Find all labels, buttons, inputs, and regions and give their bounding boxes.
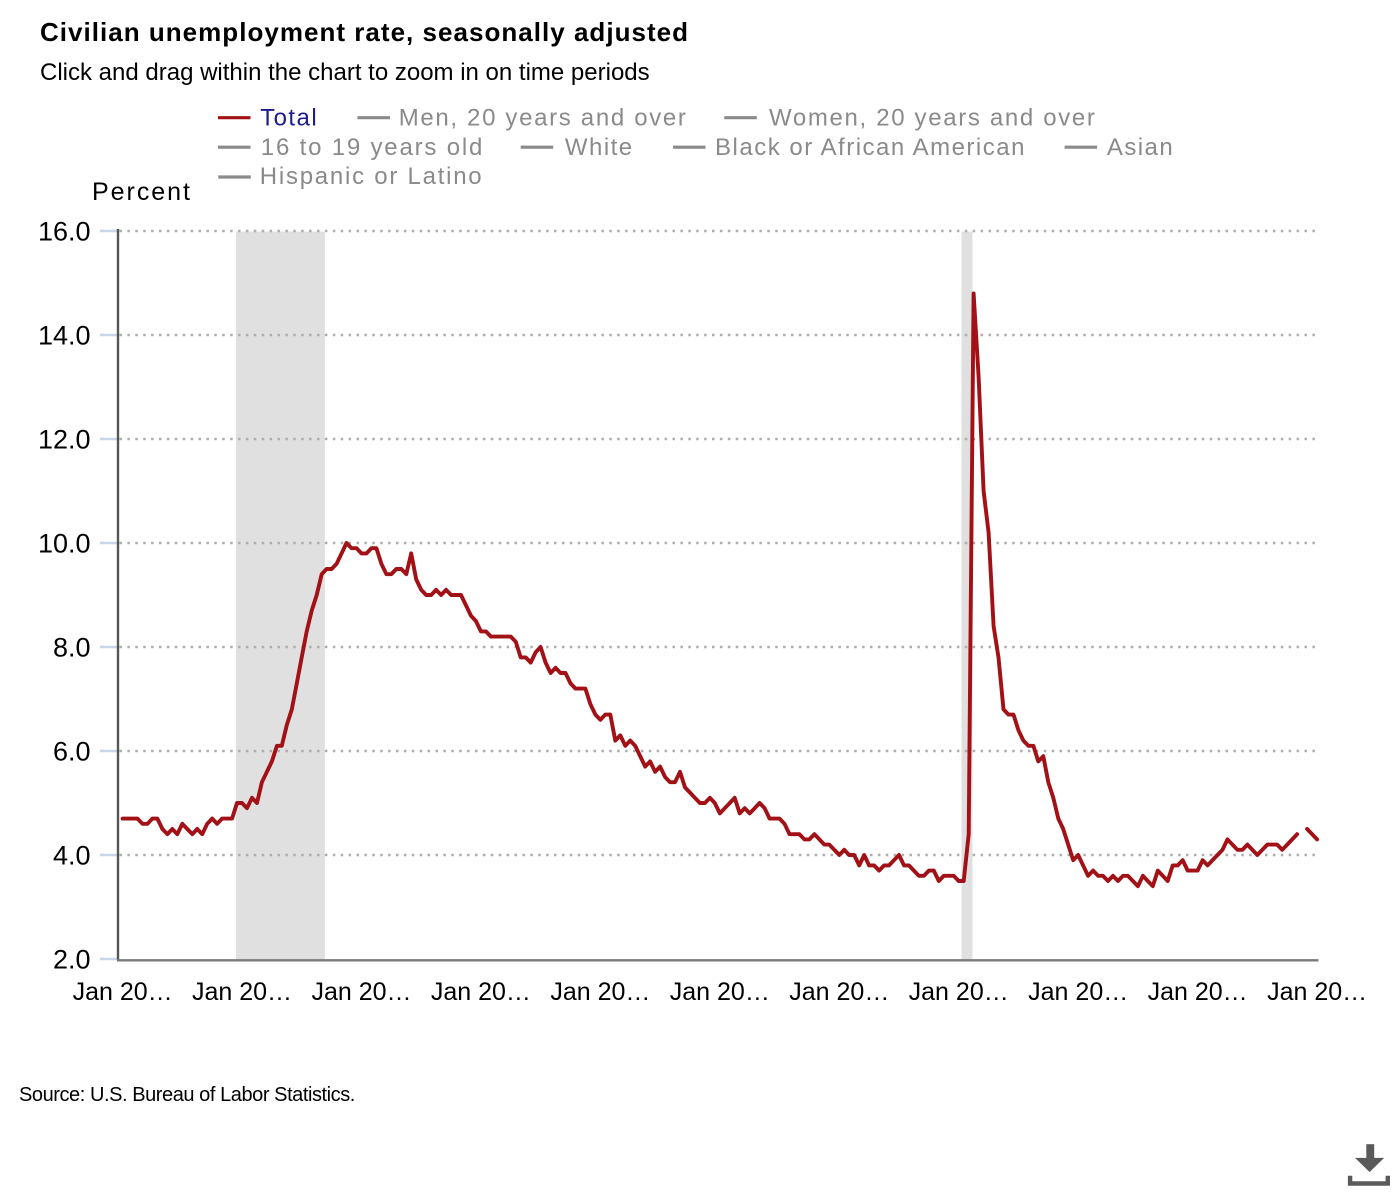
svg-text:Percent: Percent <box>92 178 192 206</box>
svg-text:Jan 20…: Jan 20… <box>192 978 292 1006</box>
svg-text:Jan 20…: Jan 20… <box>1028 978 1128 1006</box>
svg-text:Women, 20 years and over: Women, 20 years and over <box>769 105 1097 132</box>
svg-text:White: White <box>565 134 634 161</box>
svg-text:Men, 20 years and over: Men, 20 years and over <box>399 105 688 132</box>
svg-text:16 to 19 years old: 16 to 19 years old <box>261 134 484 161</box>
svg-text:Jan 20…: Jan 20… <box>789 978 889 1006</box>
svg-text:Jan 20…: Jan 20… <box>670 978 770 1006</box>
svg-text:Click and drag within the char: Click and drag within the chart to zoom … <box>40 59 650 86</box>
svg-text:4.0: 4.0 <box>53 841 91 871</box>
svg-text:8.0: 8.0 <box>53 633 91 663</box>
svg-text:Jan 20…: Jan 20… <box>909 978 1009 1006</box>
svg-text:Jan 20…: Jan 20… <box>550 978 650 1006</box>
svg-text:Jan 20…: Jan 20… <box>431 978 531 1006</box>
svg-text:10.0: 10.0 <box>38 529 91 559</box>
svg-text:12.0: 12.0 <box>38 425 91 455</box>
svg-text:Hispanic or Latino: Hispanic or Latino <box>260 163 484 190</box>
svg-text:Source: U.S. Bureau of Labor S: Source: U.S. Bureau of Labor Statistics. <box>19 1084 355 1106</box>
svg-text:6.0: 6.0 <box>53 737 91 767</box>
svg-text:Jan 20…: Jan 20… <box>1148 978 1248 1006</box>
svg-text:14.0: 14.0 <box>38 321 91 351</box>
svg-text:Black or African American: Black or African American <box>715 134 1026 161</box>
svg-text:Civilian unemployment rate, se: Civilian unemployment rate, seasonally a… <box>40 17 689 47</box>
svg-text:Total: Total <box>260 105 318 132</box>
svg-text:Jan 20…: Jan 20… <box>73 978 173 1006</box>
svg-text:2.0: 2.0 <box>53 945 91 975</box>
svg-text:Jan 20…: Jan 20… <box>311 978 411 1006</box>
svg-text:16.0: 16.0 <box>38 217 91 247</box>
svg-text:Jan 20…: Jan 20… <box>1267 978 1367 1006</box>
svg-text:Asian: Asian <box>1107 134 1174 161</box>
